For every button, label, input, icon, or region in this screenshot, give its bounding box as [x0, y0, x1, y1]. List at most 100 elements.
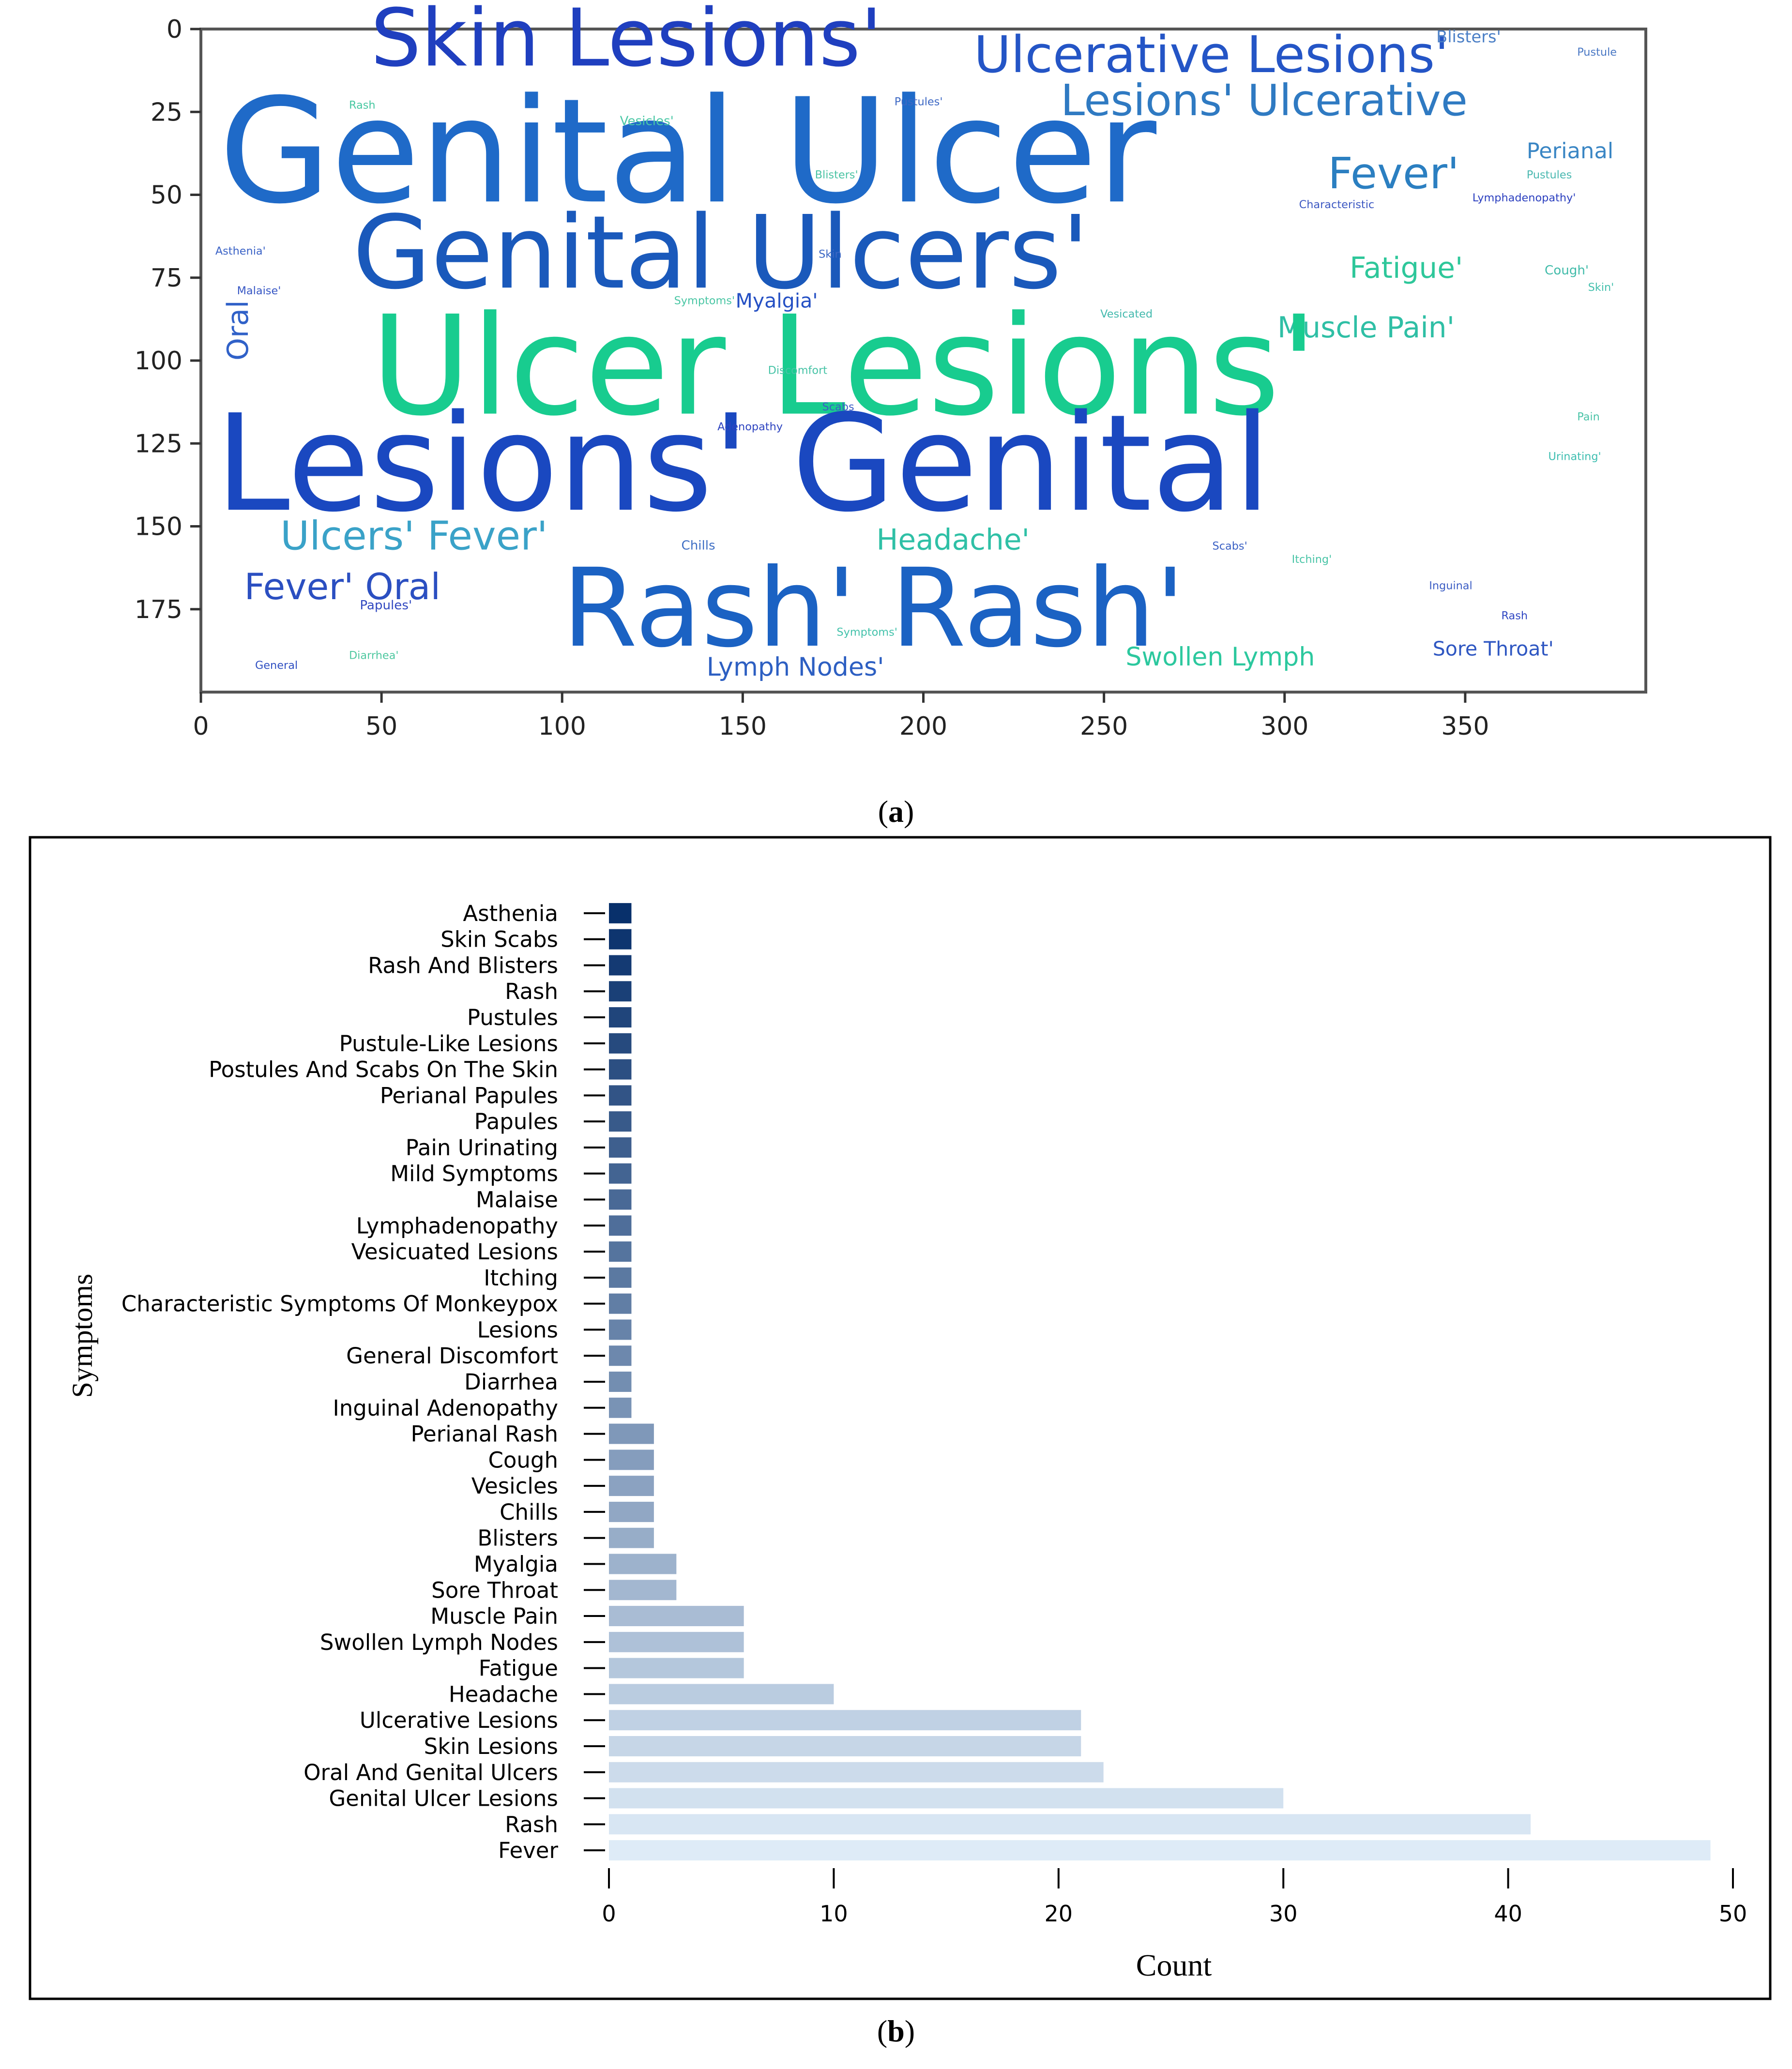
y-axis-ticks: 0 25 50 75 100 125 150 175: [135, 15, 201, 624]
category-label: Chills: [500, 1499, 558, 1525]
bar: [609, 981, 632, 1002]
bar: [609, 1059, 632, 1080]
category-label: Muscle Pain: [430, 1603, 558, 1629]
bar: [609, 1397, 632, 1418]
bar: [609, 1501, 654, 1522]
bar: [609, 1580, 677, 1601]
x-tick-label: 20: [1045, 1901, 1073, 1927]
category-label: Perianal Rash: [410, 1421, 558, 1447]
word-cloud-word: Rash: [1502, 609, 1528, 622]
bar: [609, 1606, 744, 1627]
x-tick-label: 100: [538, 712, 586, 741]
bar: [609, 1319, 632, 1340]
bar: [609, 1345, 632, 1366]
bar: [609, 1762, 1104, 1782]
y-tick-label: 25: [151, 98, 182, 127]
category-label: General Discomfort: [346, 1343, 558, 1369]
category-label: Lesions: [477, 1317, 558, 1343]
word-cloud-word: Lymph Nodes': [707, 653, 884, 682]
x-tick-label: 200: [899, 712, 947, 741]
x-tick-label: 300: [1260, 712, 1308, 741]
word-cloud-word: Perianal: [1527, 138, 1613, 164]
category-label: Sore Throat: [431, 1577, 558, 1603]
x-tick-label: 0: [602, 1901, 616, 1927]
category-label: Cough: [488, 1447, 558, 1473]
word-cloud-word: Scabs': [1213, 540, 1247, 552]
x-tick-label: 150: [719, 712, 767, 741]
word-cloud-word: Fatigue': [1350, 252, 1463, 285]
bar-marks: [609, 903, 1711, 1861]
word-cloud-word: Pustule: [1577, 46, 1617, 59]
word-cloud-word: Inguinal: [1429, 580, 1473, 592]
category-label: Lymphadenopathy: [356, 1213, 558, 1238]
bar: [609, 1085, 632, 1106]
bar: [609, 1476, 654, 1496]
word-cloud-word: Myalgia': [735, 289, 818, 312]
category-label: Ulcerative Lesions: [360, 1707, 558, 1733]
category-label: Pustules: [467, 1005, 558, 1030]
bar: [609, 1736, 1081, 1756]
word-cloud-word: Oral: [222, 300, 255, 361]
word-cloud-word: Cough': [1545, 263, 1589, 278]
word-cloud-word: Headache': [876, 523, 1029, 557]
word-cloud-word: Discomfort: [768, 364, 828, 377]
word-cloud-word: Ulcers' Fever': [280, 513, 547, 559]
bar: [609, 1788, 1284, 1809]
bar: [609, 1450, 654, 1470]
word-cloud-word: Vesicles': [620, 114, 674, 129]
y-tick-label: 75: [151, 264, 182, 293]
category-label: Blisters: [477, 1525, 558, 1551]
word-cloud-word: Rash: [349, 99, 376, 111]
word-cloud-word: Genital Ulcers': [352, 194, 1089, 312]
category-label: Headache: [449, 1681, 558, 1707]
word-cloud-word: Vesicated: [1100, 308, 1153, 320]
y-tick-label: 125: [135, 429, 182, 458]
category-label: Itching: [484, 1265, 558, 1291]
category-label: Malaise: [476, 1187, 558, 1213]
bar: [609, 929, 632, 950]
category-label: Swollen Lymph Nodes: [320, 1630, 558, 1655]
word-cloud-words: Skin Lesions' Ulcerative Lesions'Lesions'…: [215, 0, 1617, 682]
bar: [609, 1293, 632, 1314]
category-label: Fever: [498, 1838, 558, 1863]
word-cloud-word: Urinating': [1549, 451, 1601, 463]
category-label: Skin Scabs: [440, 927, 558, 952]
y-tick-label: 100: [135, 347, 182, 376]
category-label: Rash: [505, 979, 558, 1004]
word-cloud-word: Diarrhea': [349, 649, 399, 662]
bar: [609, 1241, 632, 1262]
category-label: Oral And Genital Ulcers: [304, 1760, 558, 1785]
word-cloud-word: Ulcerative Lesions': [974, 25, 1449, 84]
bar: [609, 1423, 654, 1444]
bar: [609, 955, 632, 976]
bar: [609, 1631, 744, 1652]
y-axis-title: Symptoms: [66, 1274, 98, 1398]
word-cloud-word: Ulcer Lesions': [371, 287, 1318, 446]
word-cloud-word: Chills: [682, 538, 715, 553]
category-label: Rash: [505, 1812, 558, 1837]
panel-b-label: b: [887, 2014, 905, 2048]
y-tick-label: 0: [167, 15, 182, 44]
x-tick-label: 10: [820, 1901, 848, 1927]
x-axis-title: Count: [1136, 1948, 1212, 1982]
bar: [609, 903, 632, 923]
word-cloud-word: Itching': [1292, 553, 1332, 566]
word-cloud-word: Malaise': [237, 285, 281, 297]
word-cloud-word: General: [255, 659, 298, 672]
x-tick-label: 40: [1494, 1901, 1522, 1927]
category-label: Inguinal Adenopathy: [333, 1395, 558, 1421]
word-cloud-word: Skin Lesions': [371, 0, 882, 84]
word-cloud-chart: Skin Lesions' Ulcerative Lesions'Lesions'…: [135, 0, 1647, 741]
bar: [609, 1710, 1081, 1731]
bar: [609, 1840, 1711, 1861]
word-cloud-word: Symptoms': [836, 626, 897, 639]
bar: [609, 1033, 632, 1054]
panel-b-caption: (b): [877, 2014, 915, 2048]
x-axis-ticks: 0 50 100 150 200 250 300 350: [193, 692, 1489, 741]
x-tick-label: 30: [1269, 1901, 1298, 1927]
bar: [609, 1189, 632, 1210]
bar: [609, 1684, 834, 1705]
category-label: Fatigue: [479, 1656, 558, 1681]
